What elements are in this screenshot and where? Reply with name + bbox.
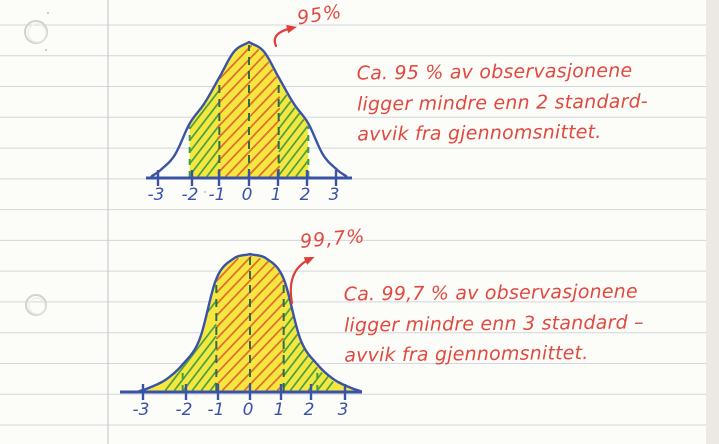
green-hatch [189, 89, 310, 177]
x-axis [120, 384, 362, 400]
note-line: Ca. 95 % av observasjonene [356, 59, 633, 85]
axis-tick-label: 3 [328, 185, 340, 205]
axis-tick-label: -3 [132, 400, 150, 420]
axis-tick-label: 2 [303, 400, 315, 420]
callout-arrowhead [286, 25, 297, 34]
bell-curve-chart-2 [120, 252, 362, 400]
paper-speck [46, 11, 50, 15]
axis-tick-label: -2 [175, 400, 193, 420]
dashed-guides [188, 45, 310, 177]
curve-outline [137, 252, 362, 393]
curve-shaded-area [139, 254, 361, 392]
note-line: avvik fra gjennomsnittet. [344, 342, 589, 367]
note-99-7: Ca. 99,7 % av observasjonene ligger mind… [344, 276, 645, 371]
note-95: Ca. 95 % av observasjonene ligger mindre… [357, 55, 649, 150]
axis-tick-label: 3 [337, 400, 349, 420]
axis-tick-label: -2 [181, 185, 199, 205]
paper-edge [706, 0, 719, 444]
axis-tick-label: -3 [147, 185, 165, 205]
paper-speck [203, 190, 207, 194]
red-hatch [215, 255, 284, 391]
callout-arrowhead [303, 256, 315, 265]
green-hatch [164, 298, 334, 391]
axis-tick-label: -1 [208, 185, 226, 205]
note-line: Ca. 99,7 % av observasjonene [343, 280, 638, 306]
axis-tick-label: 2 [299, 185, 311, 205]
dashed-guides [181, 257, 319, 391]
callout-arrow [289, 257, 312, 305]
paper-speck [44, 48, 48, 52]
axis-tick-label: 0 [242, 400, 254, 420]
axis-tick-label: 1 [270, 185, 282, 205]
axis-tick-label: 0 [241, 185, 253, 205]
note-line: avvik fra gjennomsnittet. [357, 121, 602, 146]
axis-tick-label: -1 [207, 400, 225, 420]
punch-hole [25, 294, 47, 316]
ruled-lines [0, 24, 706, 426]
note-line: ligger mindre enn 2 standard- [356, 90, 648, 116]
axis-tick-label: 1 [273, 400, 285, 420]
bell-curve-chart-1 [146, 25, 352, 186]
punch-hole [24, 20, 48, 44]
note-line: ligger mindre enn 3 standard – [343, 311, 644, 337]
x-axis [146, 170, 352, 186]
curve-outline [149, 40, 349, 179]
